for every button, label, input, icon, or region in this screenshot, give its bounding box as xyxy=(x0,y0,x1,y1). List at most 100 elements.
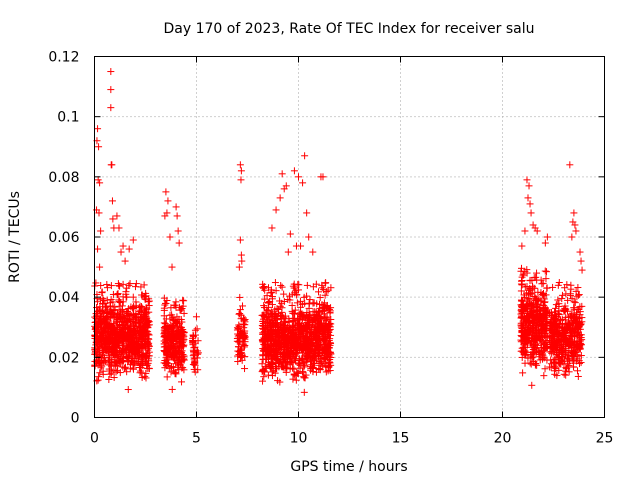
data-point xyxy=(116,282,124,290)
data-point xyxy=(283,344,291,352)
data-point xyxy=(322,333,330,341)
data-point xyxy=(112,339,120,347)
data-point xyxy=(323,288,331,296)
data-point xyxy=(103,284,111,292)
data-point xyxy=(309,321,317,329)
data-point xyxy=(274,330,282,338)
data-point xyxy=(133,340,141,348)
x-tick-label: 15 xyxy=(392,431,410,447)
y-tick-label: 0.1 xyxy=(57,110,79,126)
data-point xyxy=(189,360,197,368)
data-point xyxy=(168,340,176,348)
data-point xyxy=(129,364,137,372)
data-point xyxy=(119,280,127,288)
data-point xyxy=(107,356,115,364)
data-point xyxy=(123,353,131,361)
data-point xyxy=(235,325,243,333)
x-tick-label: 5 xyxy=(192,431,201,447)
data-point xyxy=(321,313,329,321)
data-point xyxy=(130,321,138,329)
data-point xyxy=(277,356,285,364)
data-point xyxy=(260,302,268,310)
y-tick-label: 0.08 xyxy=(48,170,79,186)
data-point xyxy=(309,339,317,347)
data-point xyxy=(164,348,172,356)
data-point xyxy=(96,369,104,377)
data-point xyxy=(129,304,137,312)
data-point xyxy=(267,289,275,297)
data-point xyxy=(271,279,279,287)
data-point xyxy=(112,313,120,321)
data-point xyxy=(326,325,334,333)
data-point xyxy=(285,318,293,326)
data-point xyxy=(109,298,117,306)
data-point xyxy=(105,339,113,347)
data-point xyxy=(238,351,246,359)
data-point xyxy=(106,314,114,322)
data-point xyxy=(325,305,333,313)
data-point xyxy=(277,322,285,330)
data-point xyxy=(122,308,130,316)
data-point xyxy=(236,293,244,301)
data-point xyxy=(293,299,301,307)
data-point xyxy=(143,365,151,373)
data-point xyxy=(177,358,185,366)
data-point xyxy=(127,336,135,344)
data-point xyxy=(100,317,108,325)
data-point xyxy=(160,319,168,327)
data-point xyxy=(145,318,153,326)
data-point xyxy=(236,306,244,314)
data-point xyxy=(127,343,135,351)
data-point xyxy=(306,316,314,324)
data-point xyxy=(179,364,187,372)
data-point xyxy=(261,286,269,294)
data-point xyxy=(302,329,310,337)
data-point xyxy=(261,295,269,303)
data-point xyxy=(241,365,249,373)
data-point xyxy=(134,349,142,357)
data-point xyxy=(282,364,290,372)
data-point xyxy=(282,325,290,333)
data-point xyxy=(138,369,146,377)
data-point xyxy=(266,315,274,323)
data-point xyxy=(304,350,312,358)
data-point xyxy=(316,323,324,331)
data-point xyxy=(300,340,308,348)
data-point xyxy=(235,338,243,346)
data-point xyxy=(103,280,111,288)
data-point xyxy=(236,309,244,317)
data-point xyxy=(320,310,328,318)
data-point xyxy=(259,367,267,375)
data-point xyxy=(138,316,146,324)
data-point xyxy=(119,342,127,350)
data-point xyxy=(239,314,247,322)
data-point xyxy=(99,306,107,314)
data-point xyxy=(190,348,198,356)
data-point xyxy=(239,302,247,310)
data-point xyxy=(305,304,313,312)
data-point xyxy=(302,342,310,350)
data-point xyxy=(283,331,291,339)
data-point xyxy=(324,367,332,375)
data-point xyxy=(310,330,318,338)
data-point xyxy=(284,349,292,357)
data-point xyxy=(141,372,149,380)
data-point xyxy=(316,350,324,358)
data-point xyxy=(288,339,296,347)
data-point xyxy=(129,293,137,301)
data-point xyxy=(125,281,133,289)
data-point xyxy=(160,304,168,312)
data-point xyxy=(121,334,129,342)
data-point xyxy=(132,309,140,317)
data-point xyxy=(311,308,319,316)
data-point xyxy=(177,348,185,356)
data-point xyxy=(324,286,332,294)
data-point xyxy=(126,310,134,318)
data-point xyxy=(141,340,149,348)
data-point xyxy=(297,303,305,311)
data-point xyxy=(145,352,153,360)
data-point xyxy=(105,361,113,369)
data-point xyxy=(262,308,270,316)
data-point xyxy=(191,354,199,362)
